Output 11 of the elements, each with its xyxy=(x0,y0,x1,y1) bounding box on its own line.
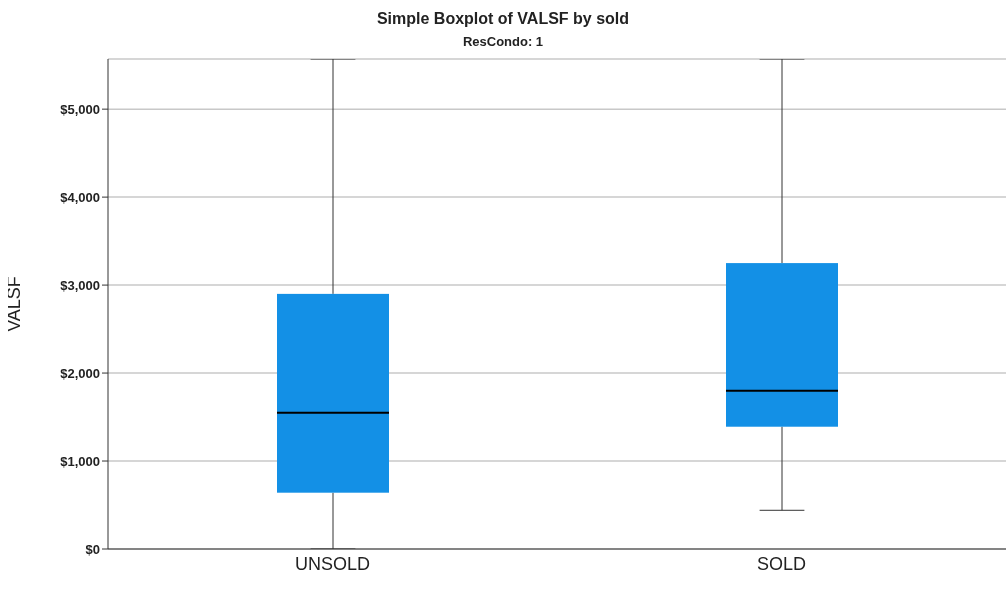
y-tick-label: $1,000 xyxy=(60,453,100,469)
chart-title: Simple Boxplot of VALSF by sold xyxy=(375,10,631,28)
y-tick-label: $2,000 xyxy=(60,365,100,381)
y-tick-label: $0 xyxy=(85,541,100,557)
y-tick-label: $3,000 xyxy=(60,277,100,293)
x-tick-label: SOLD xyxy=(756,553,807,574)
y-axis-title: VALSF xyxy=(4,276,25,332)
x-tick-label: UNSOLD xyxy=(294,553,371,574)
chart-subtitle: ResCondo: 1 xyxy=(461,34,545,49)
y-tick-label: $5,000 xyxy=(60,101,100,117)
y-tick-label: $4,000 xyxy=(60,189,100,205)
